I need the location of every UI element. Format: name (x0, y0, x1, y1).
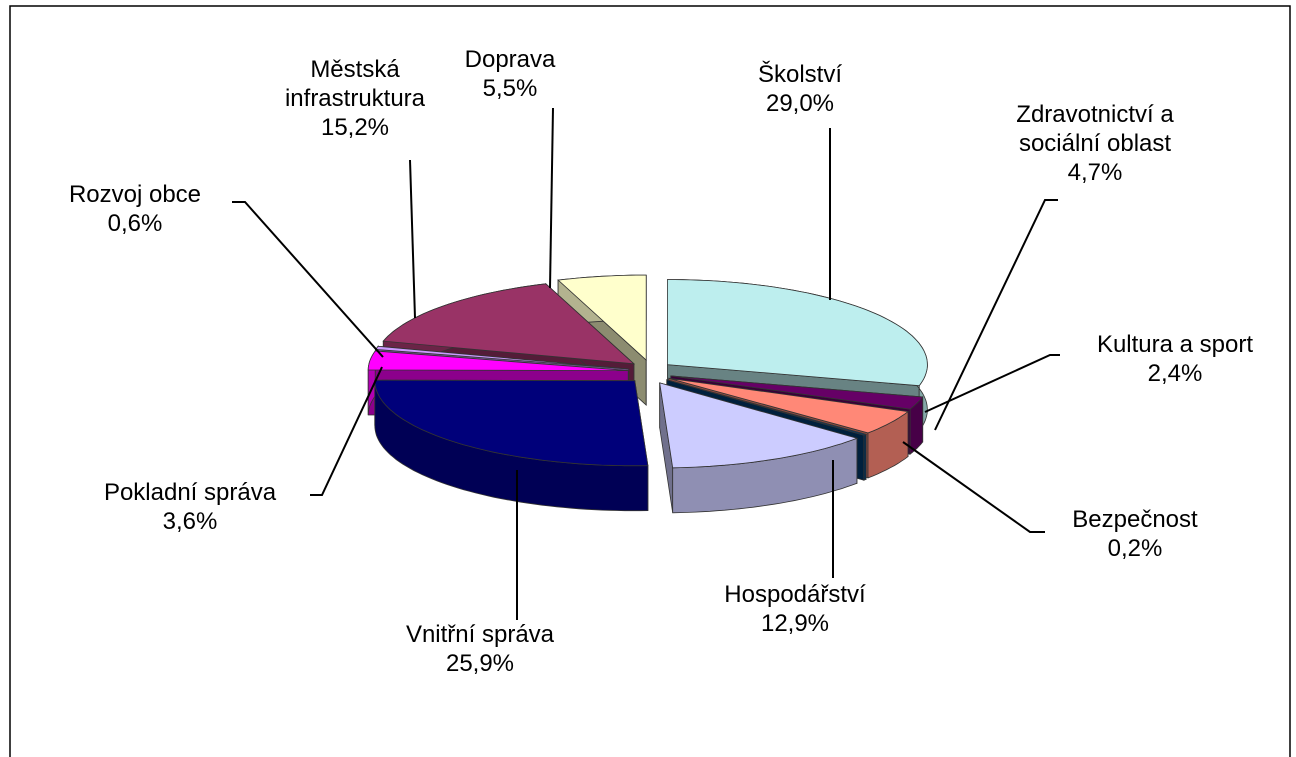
slice (670, 375, 924, 410)
leader-line (934, 199, 1058, 431)
data-label: Pokladní správa 3,6% (50, 478, 330, 536)
slice-name: Zdravotnictví a sociální oblast (1016, 101, 1174, 157)
slice (557, 274, 647, 362)
slice-value: 3,6% (162, 508, 218, 535)
slice (367, 350, 629, 371)
slice-value: 0,6% (107, 210, 163, 237)
slice-value: 29,0% (765, 90, 835, 117)
slice-side (863, 433, 867, 481)
slice-name: Hospodářství (724, 581, 866, 608)
data-label: Městská infrastruktura 15,2% (255, 55, 455, 142)
leader-line (232, 201, 384, 358)
data-label: Bezpečnost 0,2% (1025, 505, 1245, 563)
slice-value: 5,5% (482, 75, 538, 102)
data-label: Zdravotnictví a sociální oblast 4,7% (975, 100, 1215, 187)
slice-value: 25,9% (445, 650, 515, 677)
slice (374, 345, 629, 370)
leader-line (549, 107, 554, 289)
slice-name: Vnitřní správa (405, 621, 555, 648)
slice (382, 283, 636, 365)
slice-value: 0,2% (1107, 535, 1163, 562)
data-label: Vnitřní správa 25,9% (350, 620, 610, 678)
data-label: Školství 29,0% (700, 60, 900, 118)
slice-value: 2,4% (1147, 360, 1203, 387)
slice-name: Kultura a sport (1096, 331, 1254, 358)
slice (374, 379, 649, 467)
slice-name: Pokladní správa (103, 479, 277, 506)
slice (668, 377, 910, 434)
slice-name: Bezpečnost (1072, 506, 1198, 533)
slice-name: Doprava (464, 46, 556, 73)
data-label: Kultura a sport 2,4% (1055, 330, 1295, 388)
data-label: Hospodářství 12,9% (675, 580, 915, 638)
data-label: Rozvoj obce 0,6% (25, 180, 245, 238)
data-label: Doprava 5,5% (435, 45, 585, 103)
slice (666, 379, 868, 436)
frame (9, 5, 1291, 757)
slice (374, 379, 649, 512)
slice-value: 12,9% (760, 610, 830, 637)
slice (667, 279, 928, 387)
slice-value: 4,7% (1067, 159, 1123, 186)
slice-name: Školství (757, 61, 843, 88)
slice-value: 15,2% (320, 114, 390, 141)
slice-name: Městská infrastruktura (284, 56, 426, 112)
leader-line (310, 366, 383, 496)
leader-line (924, 354, 1060, 413)
slice (659, 382, 859, 469)
leader-line (409, 159, 416, 319)
slice (659, 382, 859, 514)
slice-name: Rozvoj obce (68, 181, 202, 208)
leader-line (902, 441, 1045, 533)
